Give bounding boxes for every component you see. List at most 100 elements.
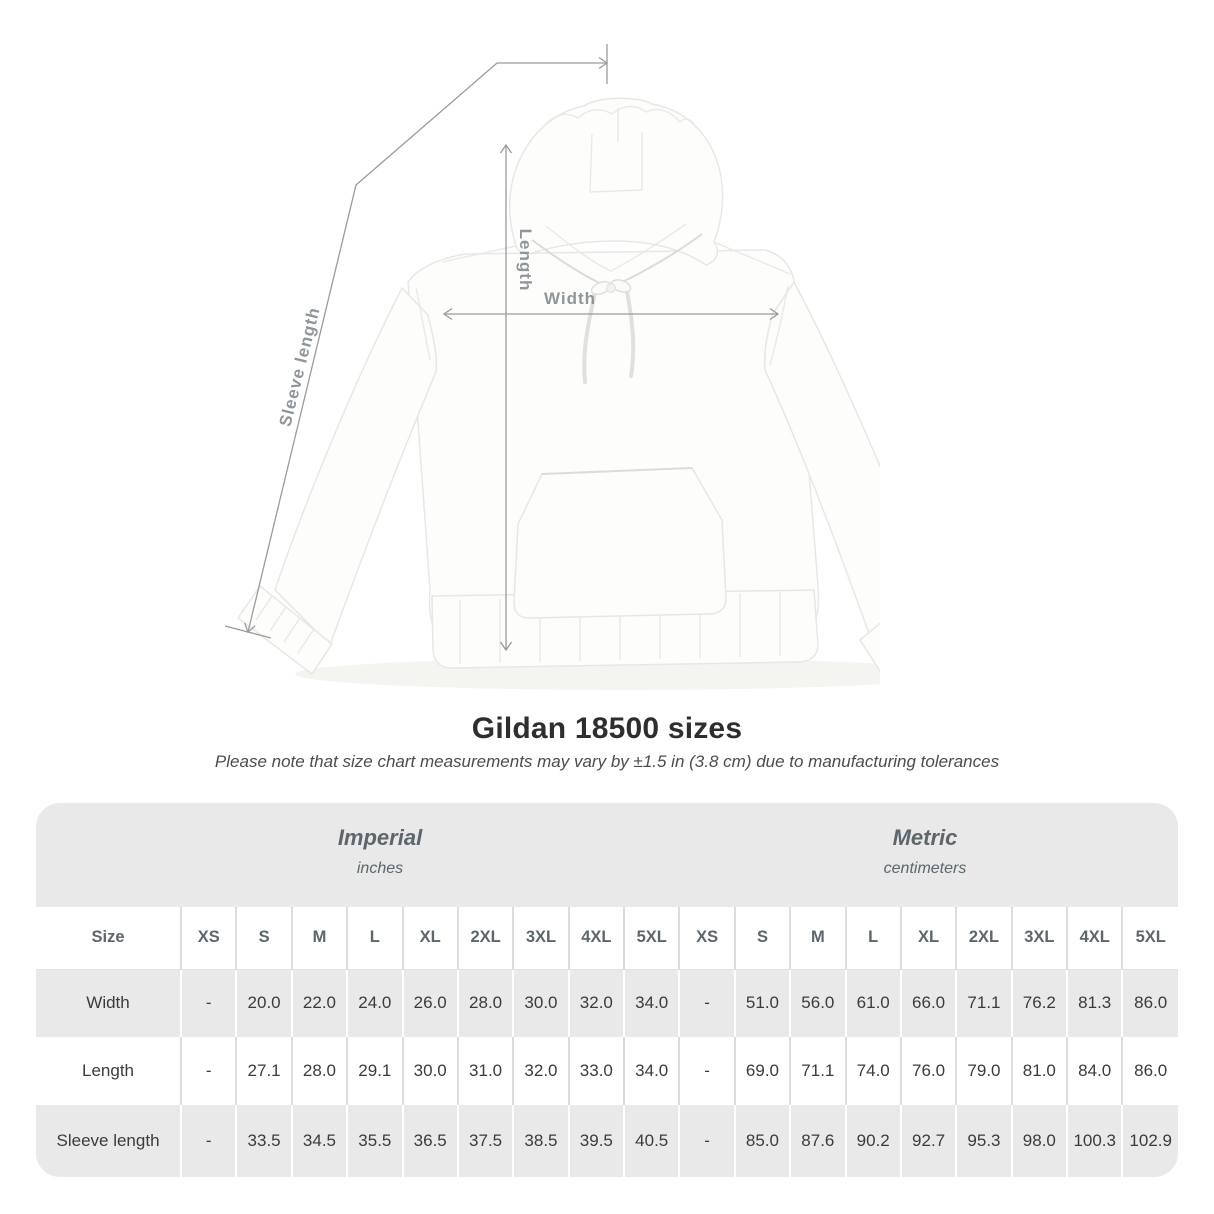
sleeve-metric-4xl: 100.3 <box>1066 1105 1123 1177</box>
hoodie-hood <box>441 97 791 290</box>
length-dimension: Length <box>499 143 535 652</box>
imperial-label: Imperial <box>337 825 423 850</box>
sleeve-metric-s: 85.0 <box>733 1105 791 1177</box>
col-header-imperial-2xl: 2XL <box>456 907 514 970</box>
length-label: Length <box>516 229 535 292</box>
hoodie-right-sleeve <box>763 280 880 673</box>
col-header-imperial-xs: XS <box>180 907 237 970</box>
length-metric-s: 69.0 <box>733 1037 791 1105</box>
imperial-unit: inches <box>356 860 404 877</box>
sleeve-imperial-m: 34.5 <box>290 1105 348 1177</box>
length-row: Length - 27.1 28.0 29.1 30.0 31.0 32.0 3… <box>36 1037 1178 1105</box>
col-header-imperial-m: M <box>290 907 348 970</box>
col-header-metric-l: L <box>844 907 901 970</box>
metric-label: Metric <box>892 825 958 850</box>
col-header-metric-4xl: 4XL <box>1066 907 1123 970</box>
length-imperial-xl: 30.0 <box>401 1037 458 1105</box>
width-imperial-m: 22.0 <box>290 969 348 1037</box>
col-header-imperial-s: S <box>235 907 292 970</box>
col-header-imperial-l: L <box>346 907 403 970</box>
sleeve-metric-xl: 92.7 <box>899 1105 957 1177</box>
width-imperial-2xl: 28.0 <box>456 969 514 1037</box>
width-metric-3xl: 76.2 <box>1010 969 1068 1037</box>
width-imperial-l: 24.0 <box>346 969 403 1037</box>
width-metric-xs: - <box>678 969 735 1037</box>
length-imperial-xs: - <box>180 1037 237 1105</box>
sleeve-metric-2xl: 95.3 <box>955 1105 1012 1177</box>
length-metric-4xl: 84.0 <box>1066 1037 1123 1105</box>
col-header-imperial-3xl: 3XL <box>512 907 569 970</box>
metric-unit: centimeters <box>883 860 967 877</box>
row-label-sleeve-length: Sleeve length <box>36 1105 182 1177</box>
length-metric-xs: - <box>678 1037 735 1105</box>
size-column-header: Size <box>36 907 182 970</box>
col-header-metric-5xl: 5XL <box>1121 907 1178 970</box>
length-imperial-m: 28.0 <box>290 1037 348 1105</box>
width-metric-4xl: 81.3 <box>1066 969 1123 1037</box>
width-row: Width - 20.0 22.0 24.0 26.0 28.0 30.0 32… <box>36 969 1178 1037</box>
length-imperial-l: 29.1 <box>346 1037 403 1105</box>
col-header-metric-m: M <box>789 907 846 970</box>
sleeve-length-label: Sleeve length <box>276 305 324 429</box>
hoodie-body <box>407 249 820 669</box>
hoodie-left-sleeve <box>236 286 438 676</box>
length-metric-2xl: 79.0 <box>955 1037 1012 1105</box>
tolerance-note: Please note that size chart measurements… <box>214 752 1000 771</box>
length-metric-5xl: 86.0 <box>1121 1037 1178 1105</box>
sleeve-imperial-xs: - <box>180 1105 237 1177</box>
width-metric-s: 51.0 <box>733 969 791 1037</box>
sleeve-imperial-3xl: 38.5 <box>512 1105 569 1177</box>
hoodie-pocket <box>513 467 727 619</box>
length-imperial-5xl: 34.0 <box>623 1037 680 1105</box>
width-metric-5xl: 86.0 <box>1121 969 1178 1037</box>
measurements-table: Size XS S M L XL 2XL 3XL 4XL 5XL XS S M … <box>36 907 1178 1177</box>
right-cuff <box>859 622 880 673</box>
width-imperial-3xl: 30.0 <box>512 969 569 1037</box>
width-imperial-s: 20.0 <box>235 969 292 1037</box>
metric-group-header: Metric centimeters <box>884 825 967 878</box>
width-metric-2xl: 71.1 <box>955 969 1012 1037</box>
length-metric-m: 71.1 <box>789 1037 846 1105</box>
col-header-imperial-xl: XL <box>401 907 458 970</box>
col-header-metric-3xl: 3XL <box>1010 907 1068 970</box>
sleeve-imperial-xl: 36.5 <box>401 1105 458 1177</box>
width-imperial-4xl: 32.0 <box>567 969 625 1037</box>
col-header-metric-xs: XS <box>678 907 735 970</box>
sleeve-imperial-2xl: 37.5 <box>456 1105 514 1177</box>
length-imperial-4xl: 33.0 <box>567 1037 625 1105</box>
sleeve-length-row: Sleeve length - 33.5 34.5 35.5 36.5 37.5… <box>36 1105 1178 1177</box>
sleeve-metric-5xl: 102.9 <box>1121 1105 1178 1177</box>
hoodie-drawstrings <box>582 279 636 384</box>
length-metric-xl: 76.0 <box>899 1037 957 1105</box>
sleeve-imperial-l: 35.5 <box>346 1105 403 1177</box>
sleeve-imperial-s: 33.5 <box>235 1105 292 1177</box>
page-title: Gildan 18500 sizes <box>471 712 743 745</box>
width-metric-l: 61.0 <box>844 969 901 1037</box>
length-imperial-3xl: 32.0 <box>512 1037 569 1105</box>
length-imperial-s: 27.1 <box>235 1037 292 1105</box>
width-imperial-xs: - <box>180 969 237 1037</box>
row-label-length: Length <box>36 1037 182 1105</box>
hoodie-illustration: Sleeve length Length Width <box>224 44 880 690</box>
sleeve-metric-xs: - <box>678 1105 735 1177</box>
width-imperial-5xl: 34.0 <box>623 969 680 1037</box>
width-metric-m: 56.0 <box>789 969 846 1037</box>
width-metric-xl: 66.0 <box>899 969 957 1037</box>
sleeve-metric-l: 90.2 <box>844 1105 901 1177</box>
row-label-width: Width <box>36 969 182 1037</box>
sleeve-imperial-5xl: 40.5 <box>623 1105 680 1177</box>
size-chart-table: Imperial inches Metric centimeters Size … <box>36 803 1178 1177</box>
col-header-imperial-5xl: 5XL <box>623 907 680 970</box>
width-imperial-xl: 26.0 <box>401 969 458 1037</box>
length-imperial-2xl: 31.0 <box>456 1037 514 1105</box>
sleeve-metric-m: 87.6 <box>789 1105 846 1177</box>
col-header-metric-2xl: 2XL <box>955 907 1012 970</box>
hoodie-measurement-diagram: Sleeve length Length Width <box>180 30 880 700</box>
length-metric-l: 74.0 <box>844 1037 901 1105</box>
left-cuff <box>236 584 334 676</box>
length-metric-3xl: 81.0 <box>1010 1037 1068 1105</box>
col-header-metric-s: S <box>733 907 791 970</box>
imperial-group-header: Imperial inches <box>338 825 422 878</box>
sleeve-metric-3xl: 98.0 <box>1010 1105 1068 1177</box>
